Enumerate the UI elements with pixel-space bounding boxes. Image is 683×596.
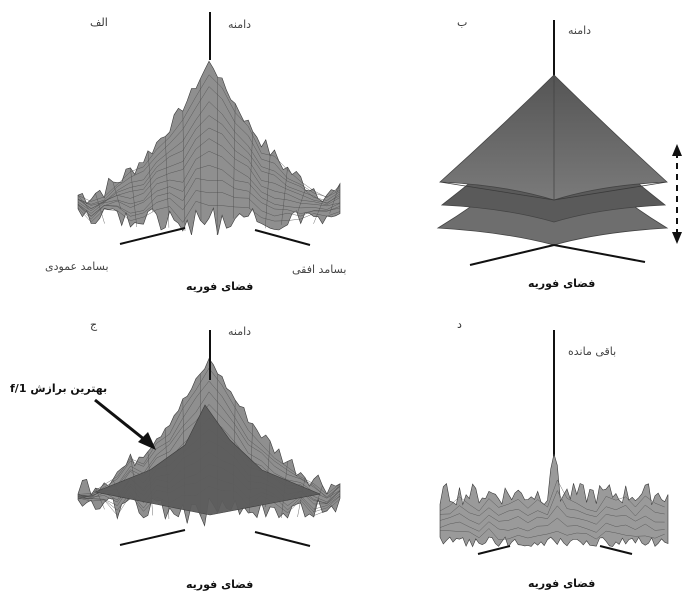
mesh-line: [77, 195, 89, 210]
mesh-line: [439, 479, 665, 513]
mesh-line: [216, 77, 218, 235]
mesh-line: [130, 167, 137, 228]
mesh-line: [77, 380, 341, 499]
mesh-line: [77, 74, 341, 202]
panel-c-letter: ج: [90, 318, 98, 331]
panel-c-annotation-arrowhead: [138, 432, 156, 450]
panel-c-axis-left: [119, 529, 186, 546]
mesh-line: [77, 404, 341, 499]
panel-b-letter: ب: [457, 16, 468, 29]
panel-b-amplitude-label: دامنه: [568, 24, 592, 37]
panel-d-amplitude-label: باقی مانده: [568, 345, 617, 358]
mesh-line: [439, 505, 665, 525]
mesh-line: [165, 136, 170, 228]
panel-d-caption: فضای فوریه: [528, 577, 596, 590]
panel-c-fit-surface: [93, 404, 322, 516]
mesh-line: [77, 138, 341, 212]
mesh-line: [77, 391, 341, 498]
panel-a-caption: فضای فوریه: [186, 280, 254, 293]
mesh-line: [200, 78, 202, 221]
mesh-line: [439, 528, 665, 540]
panel-d-mesh: [439, 479, 665, 540]
mesh-line: [297, 189, 306, 213]
panel-a-spectrum: [77, 12, 341, 246]
mesh-line: [313, 201, 323, 224]
panel-a-mesh: [77, 74, 341, 235]
panel-a-horizontal-frequency-axis: [254, 229, 311, 246]
panel-c-caption: فضای فوریه: [186, 578, 254, 591]
panel-c-annotation-arrow: [94, 398, 146, 442]
panel-d-axis-right: [599, 545, 633, 555]
panel-b-caption: فضای فوریه: [528, 277, 596, 290]
mesh-line: [313, 485, 323, 513]
panel-a-horizontal-frequency-label: بسامد افقی: [292, 263, 347, 276]
panel-c-amplitude-label: دامنه: [228, 325, 252, 338]
mesh-line: [329, 183, 341, 214]
panel-d-surface: [439, 453, 669, 548]
mesh-line: [95, 193, 105, 224]
mesh-line: [77, 493, 89, 500]
mesh-line: [77, 150, 341, 214]
mesh-line: [233, 103, 236, 219]
mesh-line: [439, 517, 665, 533]
panel-c-axis-right: [254, 531, 311, 547]
panel-b-fit-surfaces: [436, 20, 682, 266]
mesh-line: [329, 483, 341, 499]
panel-c-annotation: بهترین برازش 1/f: [10, 382, 108, 395]
panel-c-spectrum-with-fit: [77, 330, 341, 547]
mesh-line: [249, 131, 253, 209]
panel-a-letter: الف: [90, 16, 108, 29]
panel-b-arrowhead-down: [672, 232, 682, 244]
mesh-line: [77, 165, 341, 217]
mesh-line: [77, 101, 341, 206]
panel-b-pyramid-top: [439, 74, 668, 201]
panel-d-axis-left: [477, 545, 511, 555]
panel-a-vertical-frequency-axis: [119, 227, 186, 245]
mesh-line: [77, 86, 341, 205]
mesh-line: [281, 167, 288, 225]
mesh-line: [182, 111, 186, 232]
panel-d-residual: [439, 330, 669, 555]
panel-b-arrowhead-up: [672, 144, 682, 156]
mesh-line: [112, 181, 121, 209]
panel-b-frequency-axis-left: [469, 244, 555, 266]
panel-d-letter: د: [457, 318, 462, 331]
panel-a-amplitude-label: دامنه: [228, 18, 252, 31]
mesh-line: [77, 201, 341, 223]
panel-b-frequency-axis-right: [553, 244, 646, 263]
mesh-line: [77, 115, 341, 209]
mesh-line: [265, 155, 271, 229]
mesh-line: [77, 190, 341, 220]
mesh-line: [439, 490, 665, 518]
mesh-line: [77, 178, 341, 217]
mesh-line: [147, 150, 153, 212]
mesh-line: [77, 127, 341, 210]
panel-a-vertical-frequency-label: بسامد عمودی: [45, 260, 109, 273]
panel-a-surface: [77, 60, 341, 235]
